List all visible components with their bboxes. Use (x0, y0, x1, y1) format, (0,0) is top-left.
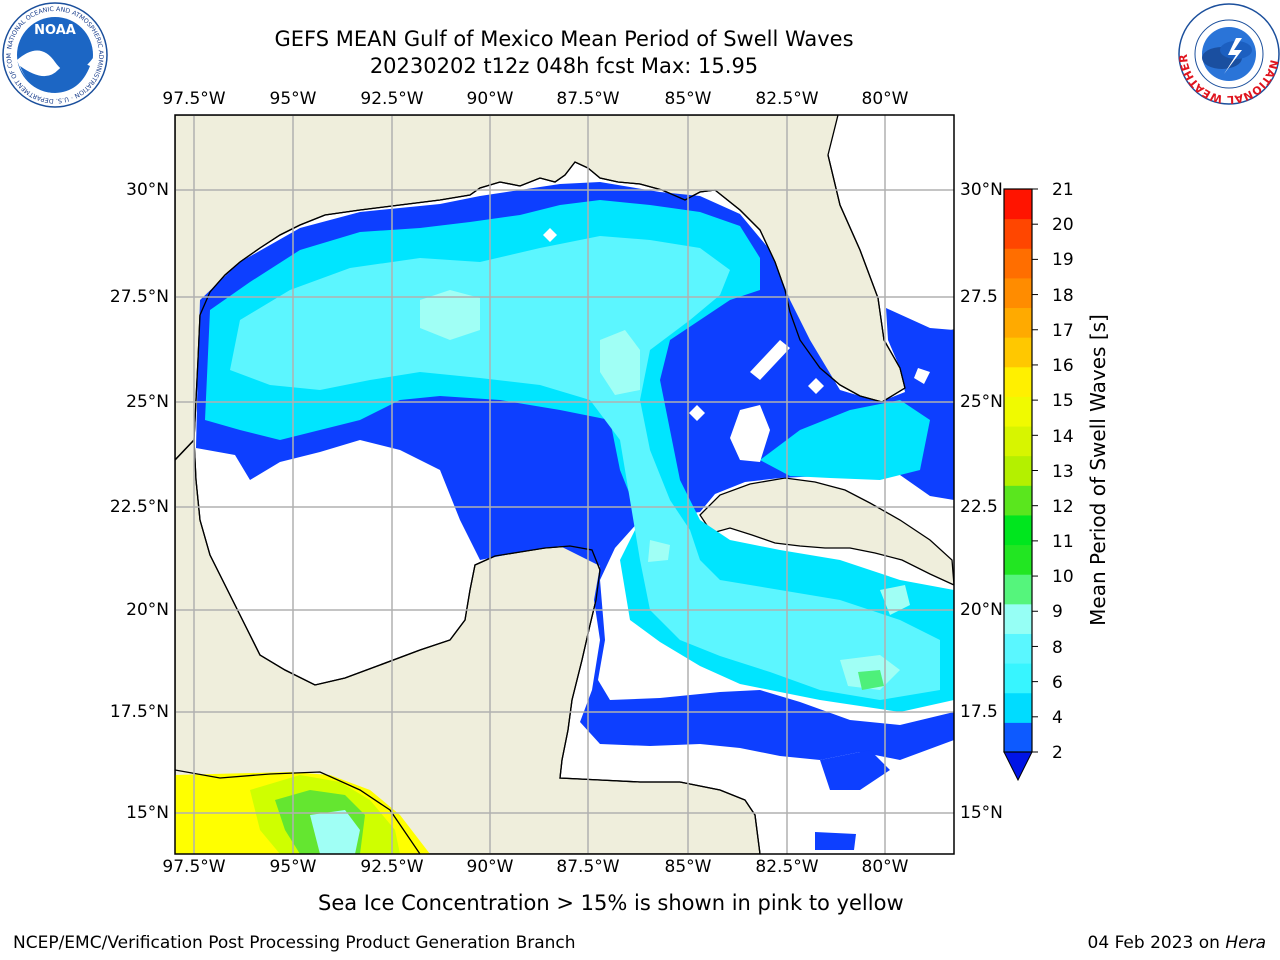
colorbar-segment (1004, 514, 1032, 546)
lat-tick-right: 20°N (960, 600, 1003, 620)
colorbar-segment (1004, 218, 1032, 249)
lat-tick-right: 22.5 (960, 497, 998, 517)
lon-tick-bottom: 92.5°W (360, 857, 424, 877)
colorbar-segment (1004, 337, 1032, 368)
colorbar-tick-label: 12 (1052, 497, 1074, 517)
colorbar-segment (1004, 663, 1032, 694)
map-panel (175, 115, 954, 854)
coastlines (175, 154, 906, 854)
colorbar-segment (1004, 574, 1032, 605)
lon-tick-top: 82.5°W (755, 89, 819, 109)
credit-line: NCEP/EMC/Verification Post Processing Pr… (13, 933, 576, 953)
colorbar-tick-label: 13 (1052, 462, 1074, 482)
colorbar-segment (1004, 455, 1032, 486)
colorbar (1003, 188, 1038, 782)
svg-text:NOAA: NOAA (34, 23, 76, 38)
colorbar-segment (1004, 307, 1032, 338)
lat-tick-left: 17.5°N (109, 702, 169, 722)
lat-tick-left: 25°N (126, 392, 169, 412)
colorbar-tick-label: 21 (1052, 180, 1074, 200)
lat-tick-left: 27.5°N (109, 287, 169, 307)
colorbar-tick-label: 4 (1052, 708, 1063, 728)
colorbar-tick-marks (1032, 188, 1038, 753)
colorbar-tick-label: 10 (1052, 567, 1074, 587)
lon-tick-top: 80°W (861, 89, 909, 109)
colorbar-tick-label: 17 (1052, 321, 1074, 341)
colorbar-segments (1004, 189, 1032, 753)
lat-tick-right: 17.5 (960, 702, 998, 722)
lon-tick-top: 90°W (466, 89, 514, 109)
map-subtitle: 20230202 t12z 048h fcst Max: 15.95 (369, 54, 759, 78)
colorbar-segment (1004, 396, 1032, 427)
lat-tick-left: 20°N (126, 600, 169, 620)
lon-tick-bottom: 90°W (466, 857, 514, 877)
colorbar-tick-label: 15 (1052, 391, 1074, 411)
graticule (175, 115, 954, 854)
lon-tick-bottom: 85°W (664, 857, 712, 877)
colorbar-tick-label: 19 (1052, 250, 1074, 270)
colorbar-tick-label: 6 (1052, 673, 1063, 693)
swell-band-9-10 (858, 670, 884, 690)
lon-tick-bottom: 95°W (269, 857, 317, 877)
lat-tick-left: 15°N (126, 803, 169, 823)
lon-tick-bottom: 87.5°W (556, 857, 620, 877)
lon-tick-bottom: 97.5°W (162, 857, 226, 877)
lat-tick-right: 30°N (960, 180, 1003, 200)
colorbar-segment (1004, 544, 1032, 575)
colorbar-segment (1004, 366, 1032, 397)
colorbar-tick-label: 14 (1052, 427, 1074, 447)
colorbar-extend-triangle (1003, 751, 1033, 782)
undefined-value-gaps (543, 228, 930, 660)
lat-tick-right: 27.5 (960, 287, 998, 307)
colorbar-segment (1004, 722, 1032, 753)
colorbar-tick-label: 9 (1052, 602, 1063, 622)
colorbar-segment (1004, 248, 1032, 279)
lon-tick-bottom: 80°W (861, 857, 909, 877)
colorbar-tick-label: 18 (1052, 286, 1074, 306)
lat-tick-right: 25°N (960, 392, 1003, 412)
colorbar-tick-label: 16 (1052, 356, 1074, 376)
lon-tick-top: 87.5°W (556, 89, 620, 109)
colorbar-label: Mean Period of Swell Waves [s] (1086, 314, 1110, 626)
lat-tick-left: 30°N (126, 180, 169, 200)
sea-ice-note: Sea Ice Concentration > 15% is shown in … (318, 891, 904, 915)
colorbar-segment (1004, 426, 1032, 457)
colorbar-tick-label: 8 (1052, 638, 1063, 658)
colorbar-tick-label: 2 (1052, 743, 1063, 763)
colorbar-segment (1004, 189, 1032, 220)
host-name: Hera (1225, 933, 1266, 953)
colorbar-segment (1004, 603, 1032, 634)
lat-tick-right: 15°N (960, 803, 1003, 823)
land-cuba (699, 477, 954, 586)
generation-date: 04 Feb 2023 on Hera (1087, 933, 1266, 953)
colorbar-segment (1004, 277, 1032, 309)
lon-tick-top: 92.5°W (360, 89, 424, 109)
colorbar-segment (1004, 633, 1032, 664)
colorbar-segment (1004, 485, 1032, 516)
lon-tick-top: 85°W (664, 89, 712, 109)
lon-tick-top: 97.5°W (162, 89, 226, 109)
colorbar-tick-label: 11 (1052, 532, 1074, 552)
lon-tick-top: 95°W (269, 89, 317, 109)
map-title: GEFS MEAN Gulf of Mexico Mean Period of … (274, 27, 854, 51)
lon-tick-bottom: 82.5°W (755, 857, 819, 877)
colorbar-tick-label: 20 (1052, 215, 1074, 235)
noaa-logo: NOAA NATIONAL OCEANIC AND ATMOSPHERIC AD… (0, 0, 108, 108)
colorbar-segment (1004, 692, 1032, 723)
map-frame (174, 114, 955, 855)
swell-band-6-8 (230, 236, 940, 700)
lat-tick-left: 22.5°N (109, 497, 169, 517)
